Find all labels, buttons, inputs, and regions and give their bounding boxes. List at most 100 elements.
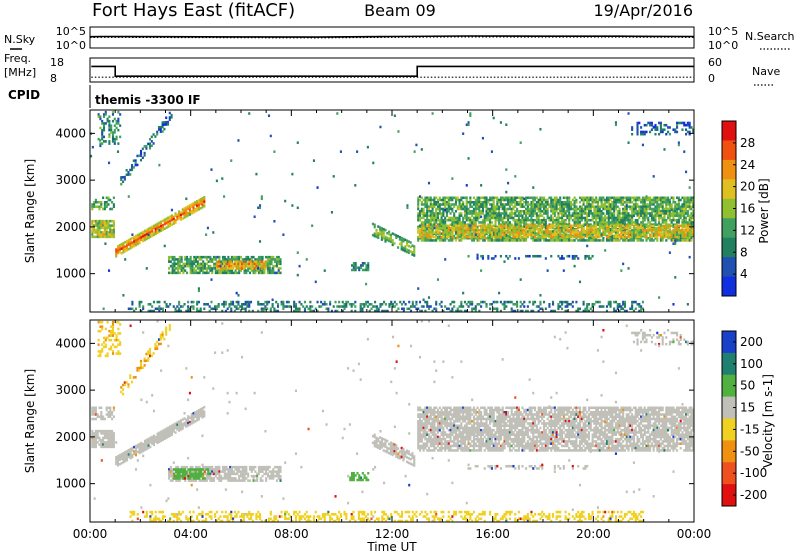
power-cell — [276, 303, 280, 306]
power-cell — [521, 198, 524, 202]
power-cell — [476, 207, 479, 211]
power-cell — [179, 218, 182, 221]
power-cell — [517, 216, 520, 220]
power-cell — [573, 221, 576, 224]
power-cell — [661, 233, 664, 237]
power-cell — [507, 229, 510, 232]
power-cell — [530, 212, 533, 215]
power-cell — [131, 236, 134, 240]
power-cell — [492, 116, 495, 120]
power-cell — [641, 207, 644, 211]
power-cell — [553, 212, 556, 215]
power-cell — [498, 216, 501, 220]
power-cell — [613, 216, 616, 220]
power-cell — [672, 229, 675, 232]
power-cell — [433, 200, 436, 204]
power-cell — [638, 235, 641, 239]
power-cell — [474, 209, 477, 213]
power-cell — [431, 212, 434, 215]
power-cell — [196, 209, 199, 212]
power-cell — [539, 198, 542, 202]
power-cell — [467, 200, 470, 204]
power-cell — [444, 205, 447, 209]
power-cell — [638, 198, 641, 202]
power-cell — [609, 221, 612, 224]
power-cell — [686, 130, 689, 134]
power-cell — [212, 255, 216, 259]
power-cell — [631, 128, 634, 131]
power-cell — [230, 262, 233, 266]
power-cell — [665, 231, 668, 234]
power-cell — [197, 199, 200, 202]
power-cell — [607, 207, 610, 211]
power-cell — [451, 239, 454, 242]
power-cell — [555, 233, 558, 237]
power-cell — [519, 141, 522, 144]
power-cell — [130, 164, 134, 167]
power-cell — [685, 221, 688, 224]
power-cell — [688, 235, 691, 239]
power-cell — [98, 235, 101, 239]
power-cell — [505, 305, 508, 308]
power-cell — [609, 231, 612, 234]
power-cell — [508, 212, 511, 215]
power-cell — [453, 203, 456, 206]
power-cell — [690, 239, 693, 242]
power-cell — [618, 223, 621, 226]
power-cell — [652, 209, 655, 213]
power-cell — [161, 125, 164, 129]
power-cell — [424, 200, 427, 204]
power-cell — [584, 196, 587, 200]
power-cell — [652, 229, 655, 232]
power-cell — [165, 116, 168, 120]
power-cell — [242, 260, 245, 263]
power-cell — [485, 303, 488, 306]
power-cell — [550, 218, 553, 222]
power-cell — [111, 131, 115, 134]
power-cell — [266, 258, 269, 261]
power-cell — [142, 237, 145, 240]
power-cell — [604, 205, 607, 209]
power-cell — [429, 223, 432, 226]
power-cell — [230, 269, 234, 272]
power-cell — [223, 262, 226, 266]
power-cell — [688, 126, 691, 129]
power-cell — [553, 207, 556, 211]
power-cell — [105, 228, 108, 232]
power-cell — [530, 200, 533, 204]
power-cell — [374, 309, 377, 313]
power-cell — [636, 121, 639, 125]
power-cell — [514, 205, 517, 209]
power-cell — [221, 265, 224, 268]
power-cell — [161, 121, 164, 124]
power-cell — [677, 239, 680, 242]
power-cell — [270, 271, 273, 275]
power-cell — [600, 198, 603, 202]
power-cell — [481, 205, 484, 209]
power-cell — [445, 211, 449, 214]
power-cell — [248, 267, 252, 270]
power-cell — [519, 300, 522, 304]
nave-ytick-top: 60 — [708, 56, 722, 69]
power-cell — [582, 239, 585, 242]
power-cell — [503, 239, 506, 242]
power-cell — [177, 269, 180, 272]
power-cell — [654, 214, 657, 217]
power-cell — [269, 309, 272, 313]
power-cell — [483, 214, 486, 217]
power-cell — [625, 218, 628, 222]
power-cell — [198, 264, 201, 268]
power-cell — [102, 115, 106, 118]
power-cell — [427, 231, 431, 234]
power-cell — [270, 262, 273, 266]
power-cell — [265, 255, 268, 259]
power-cell — [656, 233, 659, 237]
power-cell — [418, 309, 422, 313]
power-cell — [471, 221, 474, 224]
power-cell — [503, 209, 506, 213]
power-cell — [586, 221, 589, 224]
power-cell — [526, 203, 529, 206]
power-cell — [618, 235, 621, 239]
power-cell — [320, 305, 323, 308]
power-cell — [435, 307, 438, 311]
